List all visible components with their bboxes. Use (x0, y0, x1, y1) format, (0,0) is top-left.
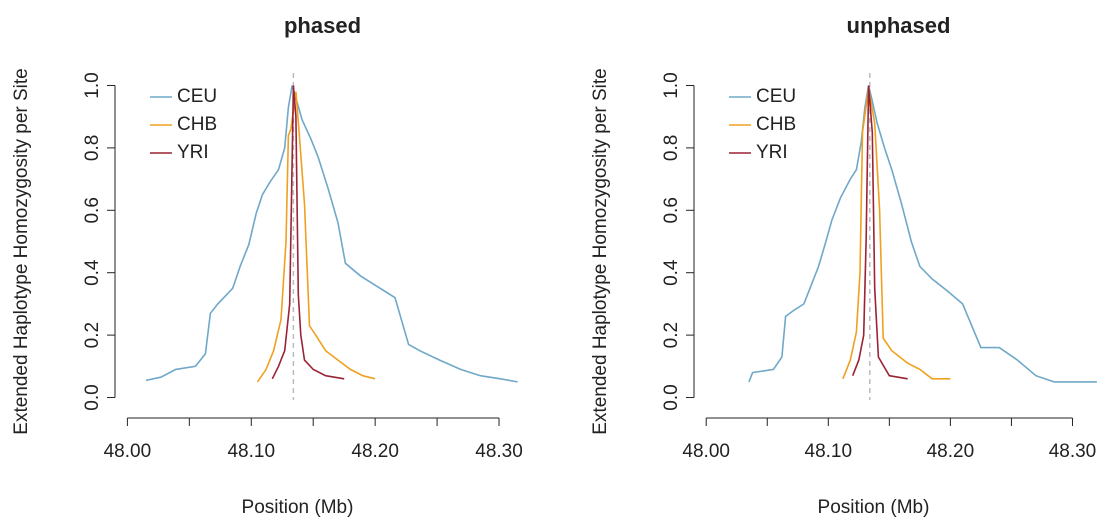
legend-label: CHB (756, 114, 796, 135)
y-axis-label: Extended Haplotype Homozygosity per Site (11, 68, 32, 434)
x-tick-label: 48.00 (682, 441, 730, 462)
y-axis-label: Extended Haplotype Homozygosity per Site (590, 68, 611, 434)
x-tick-label: 48.00 (104, 441, 152, 462)
y-tick-label: 0.0 (82, 384, 103, 410)
y-tick-label: 0.0 (661, 384, 682, 410)
panel: phased Position (Mb) Extended Haplotype Ho… (11, 13, 523, 518)
legend-label: CHB (177, 114, 217, 135)
y-tick-label: 1.0 (82, 72, 103, 98)
x-tick-label: 48.30 (1049, 441, 1097, 462)
y-tick-label: 0.4 (661, 259, 682, 286)
y-tick-label: 0.2 (82, 322, 103, 348)
y-tick-label: 1.0 (661, 72, 682, 98)
chart-title: unphased (847, 13, 951, 38)
series-line (271, 85, 345, 380)
series-line (748, 85, 1097, 383)
series-line (256, 91, 376, 383)
y-tick-label: 0.4 (82, 259, 103, 286)
x-axis-label: Position (Mb) (818, 497, 930, 518)
x-tick-label: 48.20 (351, 441, 399, 462)
panel: unphased Position (Mb) Extended Haplotype … (590, 13, 1097, 518)
x-tick-label: 48.30 (475, 441, 523, 462)
series-line (851, 85, 908, 380)
legend-label: YRI (756, 142, 788, 163)
y-tick-label: 0.2 (661, 322, 682, 348)
y-tick-label: 0.8 (82, 135, 103, 161)
series-line (842, 88, 951, 380)
legend-label: CEU (756, 86, 796, 107)
legend-label: YRI (177, 142, 209, 163)
x-tick-label: 48.10 (227, 441, 275, 462)
x-tick-label: 48.20 (927, 441, 975, 462)
x-tick-label: 48.10 (805, 441, 853, 462)
x-axis-label: Position (Mb) (242, 497, 354, 518)
chart-title: phased (284, 13, 361, 38)
legend-label: CEU (177, 86, 217, 107)
y-tick-label: 0.6 (82, 197, 103, 223)
y-tick-label: 0.8 (661, 135, 682, 161)
y-tick-label: 0.6 (661, 197, 682, 223)
